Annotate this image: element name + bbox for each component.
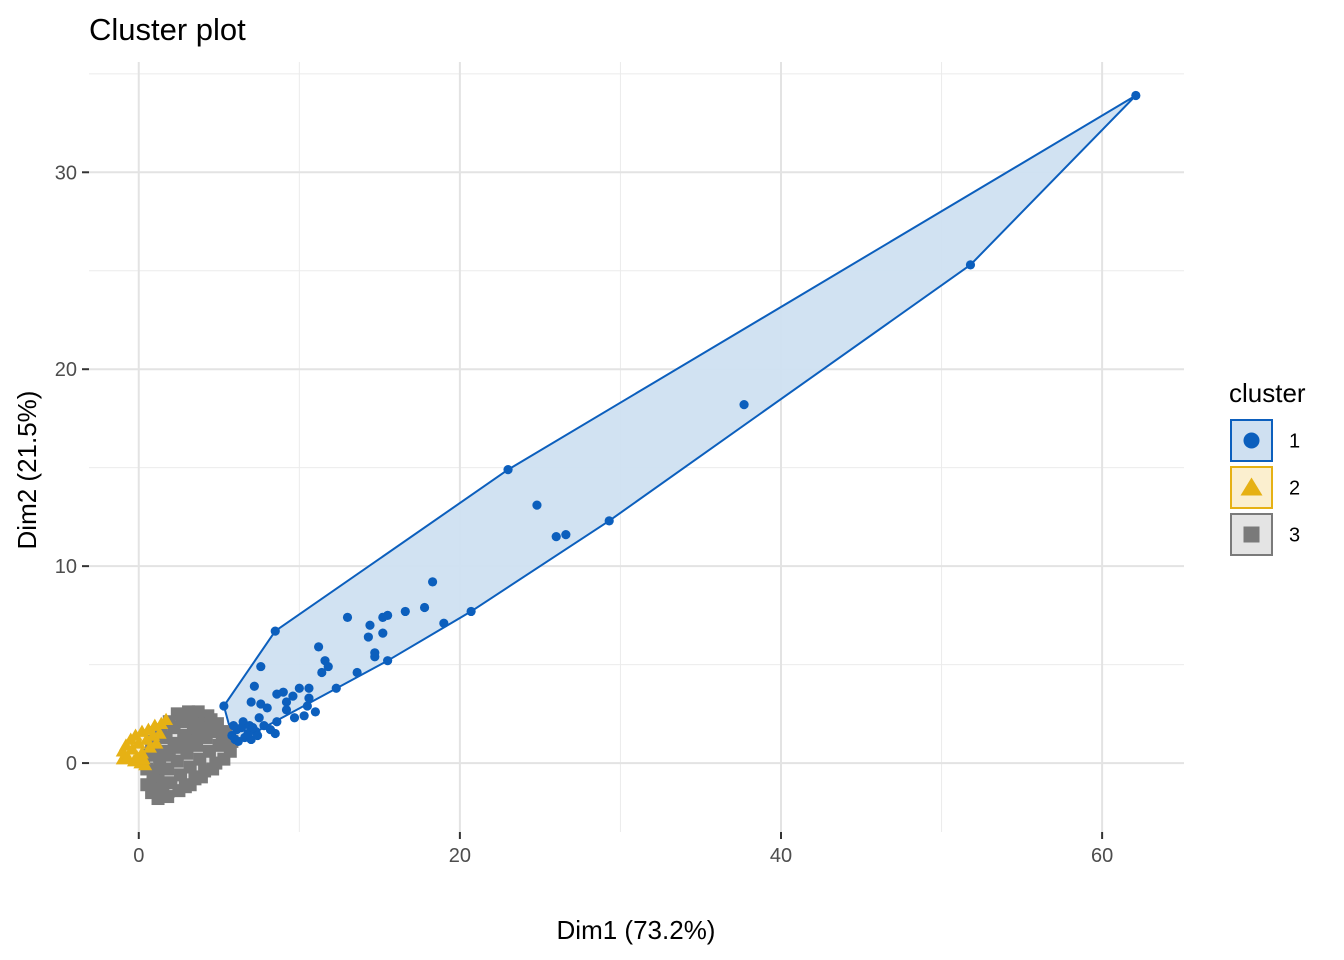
cluster-1-point [331,683,341,693]
legend-label-2: 2 [1289,478,1300,500]
cluster-1-point [323,661,333,672]
y-tick-label: 30 [55,162,77,184]
legend: cluster 1 2 3 [1229,378,1306,556]
cluster-1-point [400,606,410,617]
cluster-3-point [198,764,212,778]
cluster-2-point [159,712,174,725]
cluster-2-point [143,740,158,753]
data-points [115,90,1141,806]
cluster-1-point [378,628,388,638]
cluster-1-point [272,689,282,699]
cluster-1-point [427,577,438,587]
cluster-1-point [1131,90,1141,101]
legend-triangle-icon [1240,477,1263,496]
y-tick-label: 0 [66,753,77,775]
y-tick-label: 10 [55,556,77,578]
cluster-1-hull [222,94,1137,743]
cluster-3-point [223,744,237,758]
cluster-1-point [304,693,314,703]
cluster-1-point [249,681,259,691]
chart-title: Cluster plot [89,12,246,47]
cluster-3-point [185,711,199,725]
cluster-1-point [352,667,362,678]
cluster-1-point [256,661,266,672]
cluster-1-point [532,500,542,510]
legend-square-icon [1243,526,1260,543]
cluster-1-point [299,711,309,721]
cluster-1-point [342,612,353,622]
cluster-1-point [272,717,282,727]
cluster-1-point [503,465,513,475]
cluster-1-point [254,713,264,723]
cluster-2-point [131,736,146,749]
cluster-1-point [370,652,380,662]
cluster-1-point [236,723,247,733]
y-axis-title: Dim2 (21.5%) [12,391,42,550]
cluster-1-point [281,705,292,715]
cluster-1-point [739,400,749,410]
legend-circle-icon [1243,432,1260,449]
cluster-1-point [270,626,280,636]
cluster-1-point [313,642,324,652]
cluster-1-point [302,701,312,711]
cluster-1-point [363,632,373,642]
cluster-1-point [270,728,280,739]
cluster-3-point [156,782,170,796]
x-tick-label: 20 [449,845,471,867]
cluster-1-point [219,701,229,711]
x-tick-label: 40 [770,845,792,867]
cluster-1-point [252,730,263,741]
cluster-1-point [294,683,304,693]
cluster-1-point [304,683,314,693]
cluster-1-point [466,606,476,617]
cluster-3-point [215,730,229,744]
cluster-1-point [439,618,449,628]
legend-label-3: 3 [1289,525,1300,547]
cluster-1-point [288,691,298,701]
legend-label-1: 1 [1289,431,1300,453]
y-axis: 0 10 20 30 [55,162,89,775]
cluster-1-point [604,516,614,526]
cluster-1-point [310,707,320,717]
cluster-1-point [246,697,256,707]
cluster-1-point [378,612,388,622]
x-tick-label: 0 [133,845,144,867]
cluster-2-point [152,726,167,739]
x-tick-label: 60 [1091,845,1113,867]
cluster-1-point [365,620,375,630]
x-axis-title: Dim1 (73.2%) [557,915,716,945]
cluster-1-point [317,667,327,678]
cluster-2-point [136,752,151,765]
cluster-3-point [149,764,163,778]
cluster-1-point [289,713,300,723]
cluster-1-point [965,260,976,270]
cluster-1-point [230,734,240,745]
cluster-2-point [149,736,164,749]
cluster-3-point [209,756,223,770]
cluster-1-point [262,703,272,713]
cluster-1-point [419,602,430,613]
cluster-1-point [561,530,571,540]
cluster-1-point [228,721,239,731]
cluster-1-point [551,532,561,542]
x-axis: 0 20 40 60 [133,832,1113,867]
cluster-1-point [281,697,292,707]
cluster-1-point [248,723,258,733]
grid-major [89,62,1184,832]
y-tick-label: 20 [55,359,77,381]
legend-title: cluster [1229,378,1306,408]
cluster-1-point [383,656,393,666]
cluster-3-point [204,713,218,727]
